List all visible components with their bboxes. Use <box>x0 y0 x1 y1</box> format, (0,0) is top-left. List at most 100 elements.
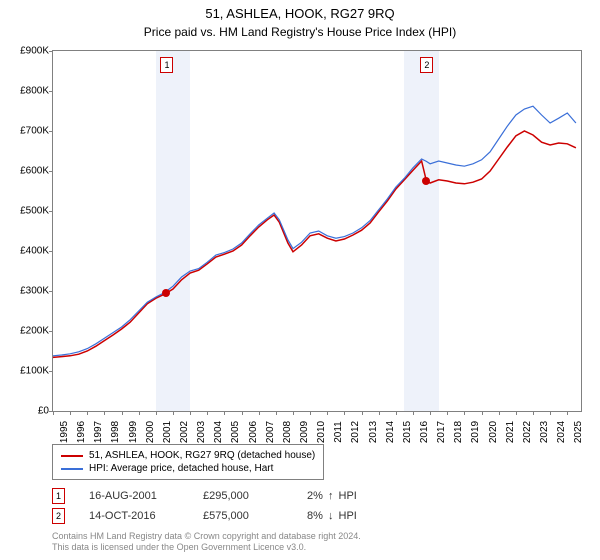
x-tick-mark <box>139 411 140 415</box>
x-tick-label: 2013 <box>368 421 379 443</box>
arrow-down-icon: ↓ <box>328 510 334 522</box>
legend-row: 51, ASHLEA, HOOK, RG27 9RQ (detached hou… <box>61 449 315 462</box>
y-tick-mark <box>49 91 53 92</box>
series-line-subject <box>53 131 576 357</box>
sale-date: 14-OCT-2016 <box>89 510 179 522</box>
x-tick-label: 2024 <box>556 421 567 443</box>
y-tick-mark <box>49 171 53 172</box>
x-tick-mark <box>276 411 277 415</box>
y-tick-mark <box>49 51 53 52</box>
x-tick-mark <box>567 411 568 415</box>
sale-price: £295,000 <box>203 490 283 502</box>
x-tick-mark <box>499 411 500 415</box>
x-tick-label: 2008 <box>282 421 293 443</box>
x-tick-mark <box>413 411 414 415</box>
y-tick-label: £500K <box>3 206 49 217</box>
x-tick-label: 2017 <box>436 421 447 443</box>
y-tick-label: £300K <box>3 286 49 297</box>
x-tick-label: 2010 <box>316 421 327 443</box>
chart-lines-svg <box>53 51 581 411</box>
x-tick-label: 1999 <box>128 421 139 443</box>
x-tick-label: 2003 <box>196 421 207 443</box>
sale-row: 1 16-AUG-2001 £295,000 2% ↑ HPI <box>52 486 580 506</box>
legend-swatch-hpi <box>61 468 83 470</box>
x-tick-label: 2006 <box>248 421 259 443</box>
x-tick-label: 2015 <box>402 421 413 443</box>
x-tick-label: 1997 <box>93 421 104 443</box>
legend-swatch-subject <box>61 455 83 457</box>
y-tick-label: £700K <box>3 126 49 137</box>
x-tick-label: 2009 <box>299 421 310 443</box>
y-tick-mark <box>49 251 53 252</box>
sale-row: 2 14-OCT-2016 £575,000 8% ↓ HPI <box>52 506 580 526</box>
x-tick-mark <box>156 411 157 415</box>
chart-plot: £0£100K£200K£300K£400K£500K£600K£700K£80… <box>52 50 582 412</box>
x-tick-mark <box>122 411 123 415</box>
footer-line: This data is licensed under the Open Gov… <box>52 542 361 554</box>
sale-delta: 8% ↓ HPI <box>307 510 357 522</box>
sale-marker-box: 1 <box>160 57 173 73</box>
x-tick-mark <box>87 411 88 415</box>
y-tick-mark <box>49 371 53 372</box>
y-tick-label: £100K <box>3 366 49 377</box>
y-tick-label: £600K <box>3 166 49 177</box>
y-tick-mark <box>49 211 53 212</box>
chart-legend: 51, ASHLEA, HOOK, RG27 9RQ (detached hou… <box>52 444 324 480</box>
x-tick-mark <box>70 411 71 415</box>
x-tick-label: 2005 <box>231 421 242 443</box>
x-tick-label: 2022 <box>522 421 533 443</box>
x-tick-label: 2020 <box>488 421 499 443</box>
legend-label-hpi: HPI: Average price, detached house, Hart <box>89 463 273 474</box>
sale-marker-dot <box>422 177 430 185</box>
chart-footer: Contains HM Land Registry data © Crown c… <box>52 531 361 554</box>
arrow-up-icon: ↑ <box>328 490 334 502</box>
sale-marker-box: 2 <box>420 57 433 73</box>
sale-price: £575,000 <box>203 510 283 522</box>
x-tick-mark <box>344 411 345 415</box>
x-tick-mark <box>362 411 363 415</box>
series-line-hpi <box>53 106 576 356</box>
x-tick-mark <box>379 411 380 415</box>
x-tick-mark <box>293 411 294 415</box>
x-tick-mark <box>259 411 260 415</box>
x-tick-label: 2011 <box>333 421 344 443</box>
legend-row: HPI: Average price, detached house, Hart <box>61 462 315 475</box>
x-tick-mark <box>190 411 191 415</box>
x-tick-mark <box>327 411 328 415</box>
chart-subtitle: Price paid vs. HM Land Registry's House … <box>0 21 600 39</box>
x-tick-label: 1998 <box>111 421 122 443</box>
x-tick-mark <box>550 411 551 415</box>
x-tick-mark <box>224 411 225 415</box>
x-tick-mark <box>104 411 105 415</box>
footer-line: Contains HM Land Registry data © Crown c… <box>52 531 361 543</box>
x-tick-label: 2000 <box>145 421 156 443</box>
x-tick-label: 2023 <box>539 421 550 443</box>
x-tick-mark <box>53 411 54 415</box>
x-tick-mark <box>207 411 208 415</box>
sale-marker-icon: 1 <box>52 488 65 504</box>
x-tick-label: 2018 <box>453 421 464 443</box>
y-tick-label: £900K <box>3 46 49 57</box>
sale-delta: 2% ↑ HPI <box>307 490 357 502</box>
x-tick-mark <box>310 411 311 415</box>
y-tick-label: £0 <box>3 406 49 417</box>
y-tick-mark <box>49 291 53 292</box>
sales-table: 1 16-AUG-2001 £295,000 2% ↑ HPI 2 14-OCT… <box>52 486 580 526</box>
chart-container: 51, ASHLEA, HOOK, RG27 9RQ Price paid vs… <box>0 0 600 560</box>
x-tick-label: 2021 <box>505 421 516 443</box>
sale-date: 16-AUG-2001 <box>89 490 179 502</box>
x-tick-label: 1996 <box>76 421 87 443</box>
y-tick-mark <box>49 131 53 132</box>
sale-marker-dot <box>162 289 170 297</box>
x-tick-mark <box>173 411 174 415</box>
x-tick-label: 2025 <box>573 421 584 443</box>
x-tick-mark <box>447 411 448 415</box>
x-tick-mark <box>464 411 465 415</box>
x-tick-mark <box>242 411 243 415</box>
x-tick-label: 2001 <box>162 421 173 443</box>
x-tick-label: 2002 <box>179 421 190 443</box>
y-tick-label: £400K <box>3 246 49 257</box>
x-tick-mark <box>430 411 431 415</box>
y-tick-mark <box>49 331 53 332</box>
x-tick-mark <box>482 411 483 415</box>
